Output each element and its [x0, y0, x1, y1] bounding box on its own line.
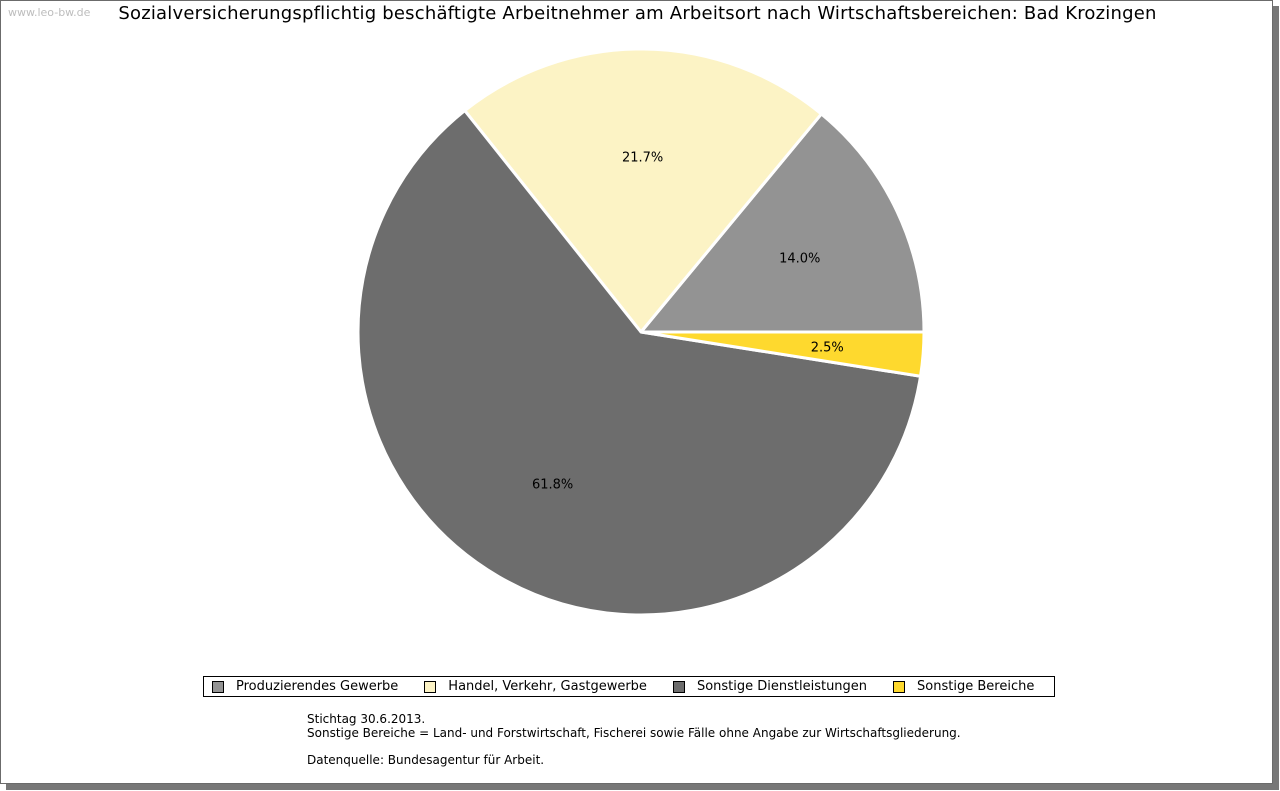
note-datenquelle: Datenquelle: Bundesagentur für Arbeit. — [307, 753, 545, 767]
note-sonstige-bereiche: Sonstige Bereiche = Land- und Forstwirts… — [307, 726, 961, 740]
note-stichtag: Stichtag 30.6.2013. — [307, 712, 426, 726]
pie-slice-produzierendes-gewerbe — [639, 112, 926, 334]
footnotes: Stichtag 30.6.2013. Sonstige Bereiche = … — [307, 712, 961, 767]
legend-item-produzierendes-gewerbe: Produzierendes Gewerbe — [212, 679, 398, 694]
legend-swatch — [893, 680, 906, 693]
pie-slice-label: 61.8% — [532, 478, 573, 493]
pie-slice-sonstige-dienstleistungen — [356, 109, 923, 617]
legend-swatch — [672, 680, 685, 693]
legend-label: Handel, Verkehr, Gastgewerbe — [448, 679, 647, 694]
legend: Produzierendes Gewerbe Handel, Verkehr, … — [203, 676, 1055, 697]
pie-slice-label: 2.5% — [811, 341, 844, 356]
legend-label: Produzierendes Gewerbe — [236, 679, 399, 694]
legend-item-handel-verkehr-gastgewerbe: Handel, Verkehr, Gastgewerbe — [424, 679, 647, 694]
legend-item-sonstige-dienstleistungen: Sonstige Dienstleistungen — [672, 679, 868, 694]
legend-swatch — [424, 680, 437, 693]
watermark: www.leo-bw.de — [8, 6, 91, 19]
legend-label: Sonstige Dienstleistungen — [696, 679, 868, 694]
legend-item-sonstige-bereiche: Sonstige Bereiche — [893, 679, 1034, 694]
legend-swatch — [212, 680, 224, 693]
pie-slice-label: 21.7% — [622, 151, 663, 166]
pie-slice-sonstige-bereiche — [639, 330, 926, 378]
pie-slice-label: 14.0% — [779, 251, 820, 266]
chart-title: Sozialversicherungspflichtig beschäftigt… — [118, 3, 1157, 24]
legend-label: Sonstige Bereiche — [917, 679, 1035, 694]
pie-slice-handel-verkehr-gastgewerbe — [463, 47, 823, 334]
